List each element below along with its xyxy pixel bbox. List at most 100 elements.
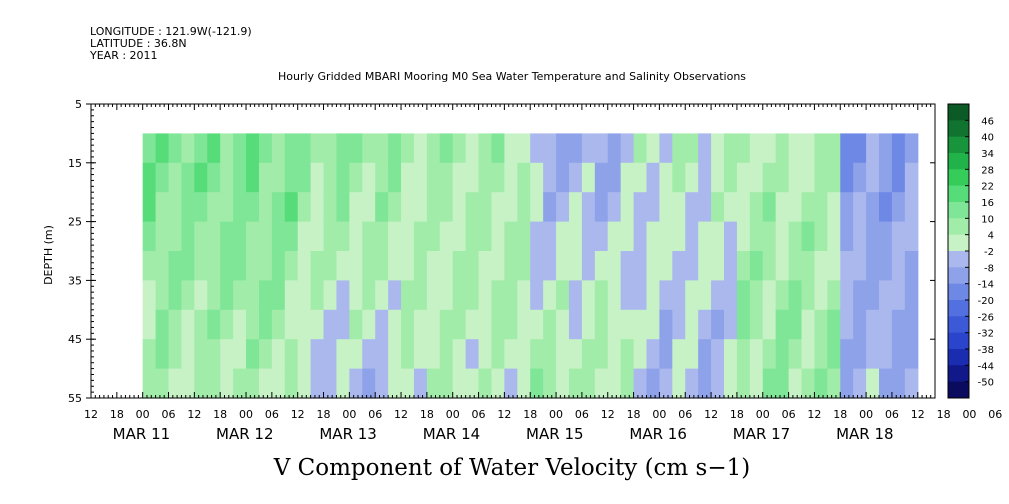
heatmap-cell: [620, 251, 635, 281]
heatmap-cell: [633, 133, 648, 164]
heatmap-cell: [543, 133, 557, 164]
heatmap-cell: [491, 162, 505, 193]
heatmap-cell: [633, 309, 648, 340]
heatmap-cell: [439, 221, 454, 252]
colorbar-swatch: [948, 300, 969, 317]
heatmap-cell: [904, 309, 919, 340]
heatmap-cell: [142, 221, 157, 252]
heatmap-cell: [646, 251, 661, 281]
heatmap-cell: [323, 309, 338, 340]
heatmap-cell: [762, 133, 777, 164]
heatmap-cell: [284, 162, 299, 193]
heatmap-cell: [762, 339, 777, 370]
heatmap-cell: [853, 221, 867, 252]
heatmap-cell: [504, 309, 518, 340]
heatmap-cell: [491, 133, 505, 164]
heatmap-cell: [607, 339, 622, 370]
heatmap-cell: [568, 221, 583, 252]
heatmap-cell: [646, 280, 661, 311]
heatmap-cell: [633, 192, 648, 223]
x-tick-label: 06: [162, 408, 176, 421]
heatmap-cell: [297, 251, 312, 281]
heatmap-cell: [375, 251, 389, 281]
heatmap-cell: [775, 221, 790, 252]
x-tick-label: 00: [756, 408, 770, 421]
heatmap-cell: [401, 368, 415, 399]
heatmap-cell: [413, 280, 428, 311]
heatmap-cell: [762, 221, 777, 252]
heatmap-cell: [556, 368, 570, 399]
colorbar-label: -20: [978, 296, 994, 307]
heatmap-cell: [349, 280, 363, 311]
heatmap-cell: [491, 339, 505, 370]
heatmap-cell: [659, 339, 673, 370]
heatmap-cell: [465, 133, 480, 164]
heatmap-cell: [685, 221, 699, 252]
heatmap-cell: [142, 280, 157, 311]
heatmap-cell: [891, 339, 906, 370]
heatmap-cell: [866, 368, 880, 399]
heatmap-cell: [375, 221, 389, 252]
heatmap-cell: [698, 280, 712, 311]
heatmap-cell: [775, 339, 790, 370]
x-tick-label: 06: [368, 408, 382, 421]
heatmap-cell: [155, 309, 170, 340]
heatmap-cell: [233, 133, 247, 164]
x-tick-label: 12: [291, 408, 305, 421]
heatmap-cell: [672, 221, 686, 252]
heatmap-cell: [672, 162, 686, 193]
x-tick-label: 18: [730, 408, 744, 421]
heatmap-cell: [607, 192, 622, 223]
heatmap-cell: [762, 309, 777, 340]
heatmap-cell: [633, 368, 648, 399]
heatmap-cell: [233, 368, 247, 399]
heatmap-cell: [543, 162, 557, 193]
heatmap-cell: [659, 221, 673, 252]
heatmap-cell: [465, 309, 480, 340]
heatmap-cell: [452, 339, 467, 370]
heatmap-cell: [711, 251, 725, 281]
heatmap-cell: [853, 368, 867, 399]
heatmap-cell: [646, 221, 661, 252]
heatmap-cell: [362, 368, 376, 399]
y-tick-label: 25: [68, 216, 82, 229]
heatmap-cell: [297, 280, 312, 311]
heatmap-cell: [336, 251, 350, 281]
heatmap-cell: [568, 280, 583, 311]
heatmap-cell: [840, 280, 854, 311]
x-tick-label: 00: [239, 408, 253, 421]
heatmap-cell: [659, 251, 673, 281]
heatmap-cell: [271, 280, 286, 311]
heatmap-cell: [194, 221, 208, 252]
heatmap-cell: [568, 368, 583, 399]
heatmap-cell: [233, 221, 247, 252]
heatmap-cell: [258, 221, 273, 252]
heatmap-cell: [659, 280, 673, 311]
heatmap-cell: [749, 280, 764, 311]
heatmap-cell: [711, 133, 725, 164]
y-tick-label: 5: [75, 98, 82, 111]
heatmap-cell: [181, 162, 195, 193]
heatmap-cell: [168, 162, 183, 193]
date-label: MAR 14: [423, 425, 480, 443]
heatmap-cell: [891, 192, 906, 223]
heatmap-cell: [323, 162, 338, 193]
heatmap-cell: [556, 162, 570, 193]
y-tick-label: 15: [68, 157, 82, 170]
heatmap-cell: [724, 192, 738, 223]
heatmap-cell: [724, 251, 738, 281]
heatmap-cell: [362, 162, 376, 193]
heatmap-cell: [672, 192, 686, 223]
heatmap-cell: [491, 309, 505, 340]
heatmap-cell: [220, 339, 234, 370]
heatmap-cell: [736, 162, 751, 193]
heatmap-cell: [388, 192, 402, 223]
heatmap-cell: [685, 309, 699, 340]
heatmap-cell: [181, 221, 195, 252]
heatmap-cell: [749, 192, 764, 223]
heatmap-cell: [207, 162, 221, 193]
heatmap-cell: [840, 339, 854, 370]
heatmap-cell: [349, 162, 363, 193]
heatmap-cell: [724, 221, 738, 252]
heatmap-cell: [207, 280, 221, 311]
